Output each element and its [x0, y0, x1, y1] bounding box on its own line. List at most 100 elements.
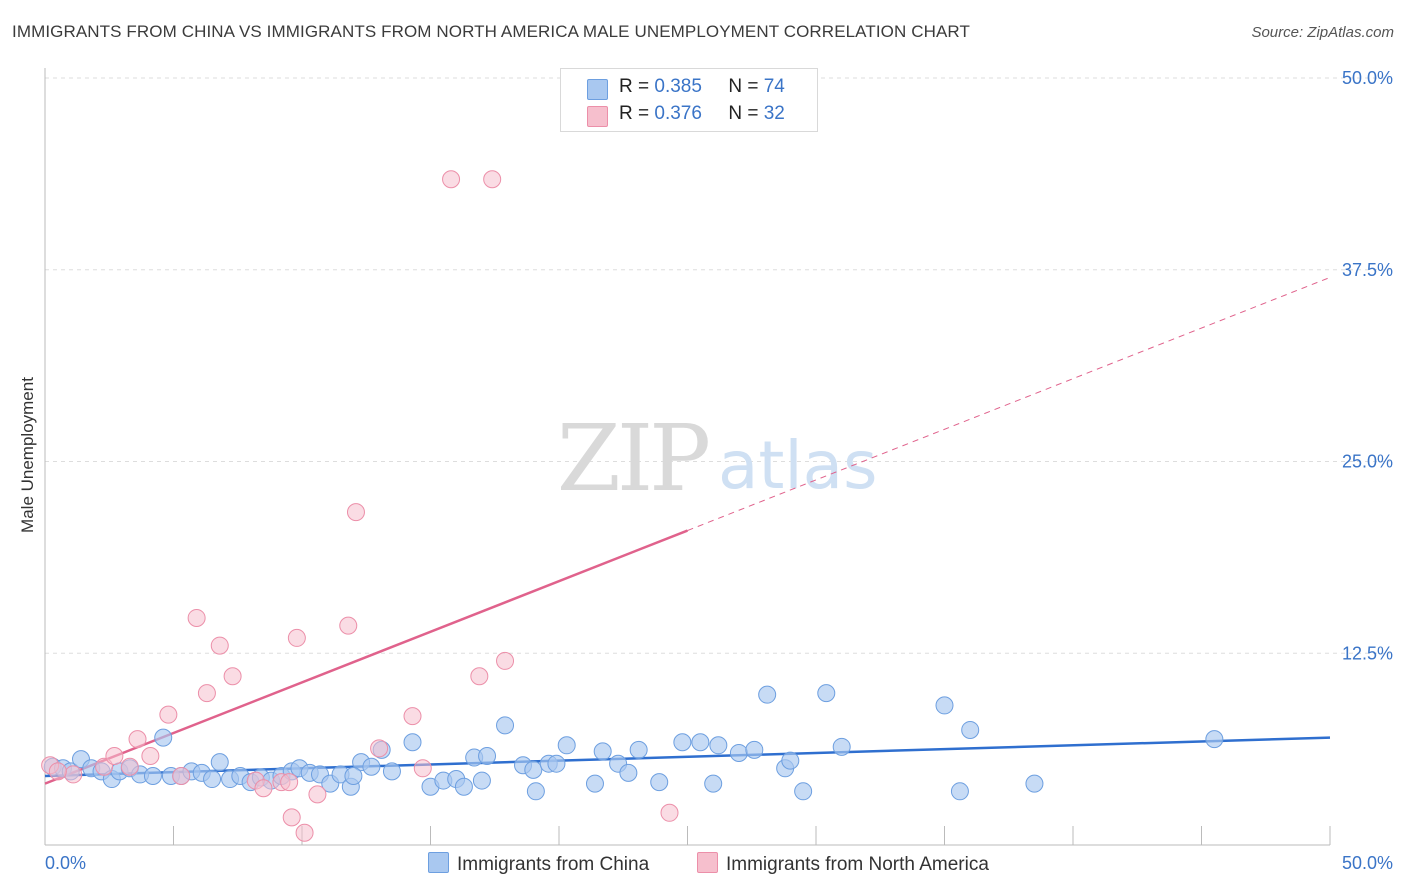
- china-point: [478, 747, 497, 766]
- north-america-point: [280, 773, 299, 792]
- legend-r-value: 0.385: [654, 76, 702, 97]
- y-tick-label: 25.0%: [1342, 452, 1393, 472]
- china-point: [704, 774, 723, 793]
- china-point: [729, 743, 748, 762]
- bottom-legend-label-china: Immigrants from China: [457, 854, 650, 875]
- china-point: [526, 782, 545, 801]
- north-america-point: [282, 808, 301, 827]
- legend-n-value: 74: [763, 76, 785, 97]
- china-point: [362, 757, 381, 776]
- trend-line-north-america-projection: [687, 276, 1331, 531]
- bottom-legend-swatch-china: [428, 852, 449, 873]
- china-point: [619, 763, 638, 782]
- grid-lines: [45, 77, 1390, 654]
- y-tick-label: 37.5%: [1342, 260, 1393, 280]
- legend-r-label: R =: [619, 103, 650, 124]
- north-america-point: [159, 705, 178, 724]
- north-america-point: [660, 803, 679, 822]
- north-america-point: [413, 759, 432, 778]
- north-america-point: [141, 747, 160, 766]
- watermark-atlas: atlas: [718, 427, 878, 504]
- y-tick-label: 50.0%: [1342, 68, 1393, 88]
- china-point: [950, 782, 969, 801]
- legend-r-value: 0.376: [654, 103, 702, 124]
- china-point: [557, 736, 576, 755]
- china-point: [143, 766, 162, 785]
- north-america-point: [339, 616, 358, 635]
- china-point: [585, 774, 604, 793]
- north-america-point: [254, 779, 273, 798]
- legend-n-value: 32: [763, 103, 785, 124]
- north-america-point: [223, 667, 242, 686]
- y-axis-label: Male Unemployment: [18, 377, 37, 533]
- x-tick-label: 50.0%: [1342, 853, 1393, 873]
- bottom-legend-label-north-america: Immigrants from North America: [726, 854, 989, 875]
- legend-swatch-china: [587, 79, 608, 100]
- north-america-point: [346, 503, 365, 522]
- china-point: [1025, 774, 1044, 793]
- china-point: [629, 740, 648, 759]
- north-america-point: [197, 684, 216, 703]
- china-point: [961, 720, 980, 739]
- watermark: ZIP atlas: [557, 405, 878, 512]
- china-point: [472, 771, 491, 790]
- north-america-point: [48, 762, 67, 781]
- trend-lines: [44, 276, 1331, 785]
- correlation-legend: R = 0.385 N = 74 R = 0.376 N = 32: [560, 68, 818, 132]
- china-point: [709, 736, 728, 755]
- chart-source: Source: ZipAtlas.com: [1251, 24, 1394, 41]
- china-point: [382, 762, 401, 781]
- x-tick-label: 0.0%: [45, 853, 86, 873]
- china-point: [210, 753, 229, 772]
- china-point: [935, 696, 954, 715]
- china-point: [781, 751, 800, 770]
- north-america-point: [172, 766, 191, 785]
- china-point: [593, 742, 612, 761]
- bottom-legend-swatch-north-america: [697, 852, 718, 873]
- data-points: [41, 170, 1224, 842]
- china-point: [496, 716, 515, 735]
- north-america-point: [470, 667, 489, 686]
- north-america-point: [308, 785, 327, 804]
- china-point: [344, 766, 363, 785]
- china-point: [832, 737, 851, 756]
- north-america-point: [496, 651, 515, 670]
- trend-line-north-america: [44, 529, 688, 785]
- north-america-point: [105, 747, 124, 766]
- north-america-point: [403, 707, 422, 726]
- north-america-point: [120, 757, 139, 776]
- bottom-legend-china: Immigrants from China: [428, 852, 649, 876]
- china-point: [547, 754, 566, 773]
- china-point: [1205, 730, 1224, 749]
- china-point: [745, 740, 764, 759]
- chart-title: IMMIGRANTS FROM CHINA VS IMMIGRANTS FROM…: [12, 22, 970, 41]
- china-point: [403, 733, 422, 752]
- north-america-point: [210, 636, 229, 655]
- china-point: [454, 777, 473, 796]
- china-point: [650, 773, 669, 792]
- watermark-zip: ZIP: [557, 405, 708, 512]
- y-tick-label: 12.5%: [1342, 643, 1393, 663]
- china-point: [691, 733, 710, 752]
- tick-labels: 12.5% 25.0% 37.5% 50.0% 0.0% 50.0%: [45, 68, 1393, 873]
- china-point: [794, 782, 813, 801]
- china-point: [673, 733, 692, 752]
- china-point: [817, 684, 836, 703]
- china-point: [524, 760, 543, 779]
- north-america-point: [295, 823, 314, 842]
- legend-n-label: N =: [728, 103, 759, 124]
- axes: [44, 68, 1331, 846]
- china-point: [203, 770, 222, 789]
- north-america-point: [483, 170, 502, 189]
- north-america-point: [442, 170, 461, 189]
- north-america-point: [370, 739, 389, 758]
- north-america-point: [128, 730, 147, 749]
- north-america-point: [187, 608, 206, 627]
- legend-n-label: N =: [728, 76, 759, 97]
- legend-r-label: R =: [619, 76, 650, 97]
- china-point: [154, 728, 173, 747]
- north-america-point: [287, 628, 306, 647]
- legend-swatch-north-america: [587, 106, 608, 127]
- north-america-point: [64, 765, 83, 784]
